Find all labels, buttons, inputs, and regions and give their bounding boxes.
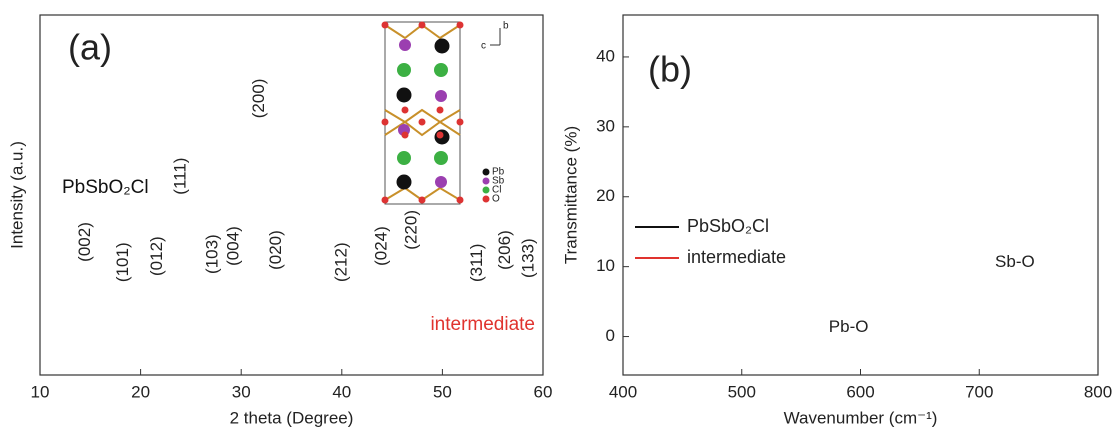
y-axis-label: Intensity (a.u.) bbox=[7, 141, 26, 249]
inset-atoms bbox=[382, 22, 464, 204]
y-tick-label: 10 bbox=[596, 256, 615, 275]
peak-label: (220) bbox=[402, 210, 421, 250]
x-tick-label: 700 bbox=[965, 382, 993, 401]
x-tick-label: 50 bbox=[433, 382, 452, 401]
peak-label: (311) bbox=[467, 244, 486, 282]
peak-label: (103) bbox=[203, 234, 222, 274]
annotation: Pb-O bbox=[829, 317, 869, 336]
peak-label: (200) bbox=[249, 79, 268, 119]
y-axis-label: Transmittance (%) bbox=[561, 126, 580, 264]
inset-bonds bbox=[385, 25, 460, 200]
legend-label: intermediate bbox=[687, 247, 786, 267]
inset-legend-dot bbox=[483, 187, 490, 194]
inset-axes bbox=[490, 28, 500, 45]
series-label: PbSbO₂Cl bbox=[62, 177, 149, 198]
peak-label: (004) bbox=[224, 226, 243, 266]
panel-label: (a) bbox=[68, 27, 112, 68]
crystal-inset: Pb Sb Cl O b c bbox=[382, 21, 510, 205]
peak-label: (133) bbox=[518, 238, 537, 278]
inset-legend-label: O bbox=[492, 194, 500, 205]
inset-frame bbox=[385, 22, 460, 204]
inset-axis-label: b bbox=[503, 21, 509, 32]
legend-label: PbSbO₂Cl bbox=[687, 216, 769, 236]
x-tick-label: 40 bbox=[332, 382, 351, 401]
x-tick-label: 10 bbox=[31, 382, 50, 401]
x-axis-label: 2 theta (Degree) bbox=[230, 408, 354, 427]
series-label: intermediate bbox=[430, 314, 535, 335]
x-tick-label: 800 bbox=[1084, 382, 1112, 401]
x-axis-label: Wavenumber (cm⁻¹) bbox=[784, 408, 938, 427]
inset-legend-dot bbox=[483, 169, 490, 176]
y-tick-label: 40 bbox=[596, 46, 615, 65]
peak-label: (206) bbox=[495, 230, 514, 270]
x-tick-label: 400 bbox=[609, 382, 637, 401]
x-tick-label: 30 bbox=[232, 382, 251, 401]
y-tick-label: 20 bbox=[596, 186, 615, 205]
figure: Pb Sb Cl O b c 10 20 30 40 50 60 2 theta (Degr… bbox=[0, 0, 1118, 433]
peak-label: (002) bbox=[75, 222, 94, 262]
annotation: Sb-O bbox=[995, 252, 1035, 271]
x-tick-label: 60 bbox=[534, 382, 553, 401]
inset-legend-dot bbox=[483, 196, 490, 203]
peak-label: (101) bbox=[113, 242, 132, 282]
peak-label: (024) bbox=[372, 226, 391, 266]
panel-label: (b) bbox=[648, 49, 692, 90]
inset-legend-dot bbox=[483, 178, 490, 185]
x-tick-label: 500 bbox=[728, 382, 756, 401]
x-tick-label: 600 bbox=[846, 382, 874, 401]
y-tick-label: 0 bbox=[606, 326, 615, 345]
peak-label: (012) bbox=[147, 236, 166, 276]
inset-axis-label: c bbox=[481, 41, 486, 52]
page: {"chart_data": [ {"type": "line", "label… bbox=[0, 0, 1118, 433]
x-tick-label: 20 bbox=[131, 382, 150, 401]
y-tick-label: 30 bbox=[596, 116, 615, 135]
peak-label: (111) bbox=[170, 158, 189, 195]
peak-label: (020) bbox=[266, 230, 285, 270]
peak-label: (212) bbox=[331, 242, 350, 282]
